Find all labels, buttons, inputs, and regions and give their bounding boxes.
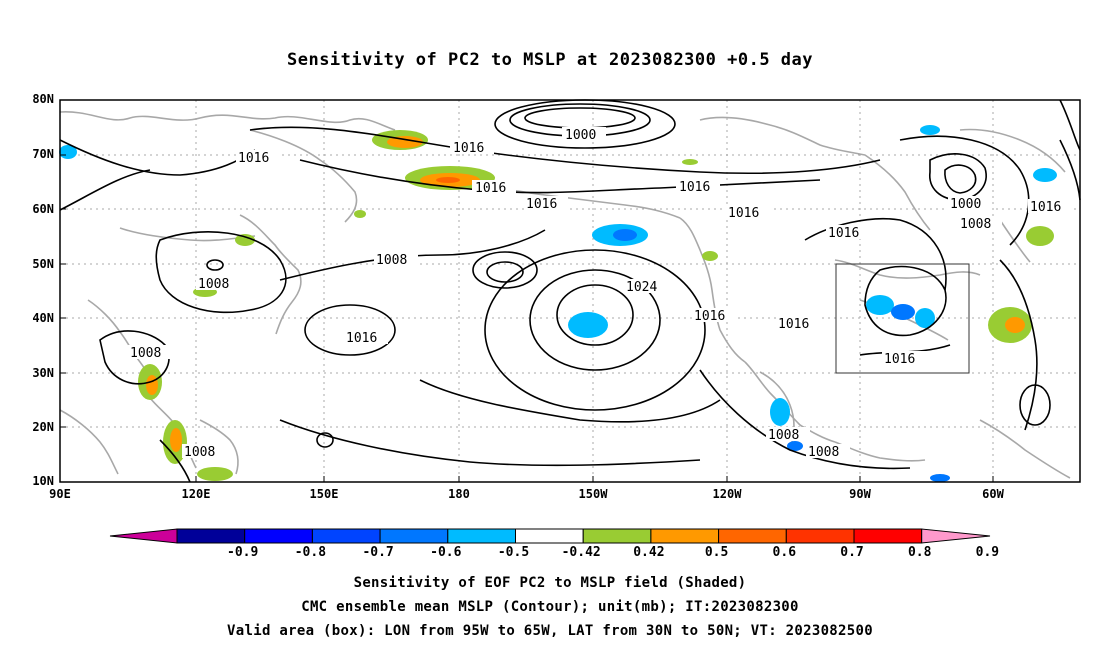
contour-label-1016-j: 1016 (694, 309, 725, 324)
caption-line-3: Valid area (box): LON from 95W to 65W, L… (227, 623, 873, 639)
colorbar-segment (379, 528, 449, 544)
lon-label-120w: 120W (712, 487, 742, 501)
colorbar-tick-label: -0.8 (294, 545, 327, 560)
contour-label-1008-d: 1008 (184, 445, 215, 460)
contour-label-1016-c: 1016 (238, 151, 269, 166)
lat-label-70n: 70N (32, 147, 54, 161)
colorbar-segment (176, 528, 246, 544)
contour-label-1016-f: 1016 (728, 206, 759, 221)
lon-label-90e: 90E (49, 487, 71, 501)
colorbar-tick-label: 0.7 (840, 545, 864, 560)
colorbar-segment (785, 528, 855, 544)
colorbar-segment (447, 528, 516, 544)
colorbar-tick-label: 0.42 (633, 545, 665, 560)
contour-label-1016-e: 1016 (679, 180, 710, 195)
colorbar-tick-label: -0.7 (362, 545, 394, 560)
contour-label-1016-h: 1016 (1030, 200, 1061, 215)
colorbar-segment (311, 528, 381, 544)
contour-label-1008-c: 1008 (130, 346, 161, 361)
caption-line-2: CMC ensemble mean MSLP (Contour); unit(m… (301, 599, 799, 615)
colorbar-tick-label: -0.6 (430, 545, 462, 560)
chart-title: Sensitivity of PC2 to MSLP at 2023082300… (286, 50, 813, 70)
lon-label-150e: 150E (309, 487, 339, 501)
mslp-contours (59, 99, 1081, 483)
contour-label-1016-a: 1016 (453, 141, 484, 156)
valid-area-box (835, 263, 970, 374)
contour-label-1016-g: 1016 (828, 226, 859, 241)
contour-labels: 1000 1016 1016 1016 1016 1016 1016 1016 … (128, 127, 1072, 460)
colorbar-tick-label: 0.8 (907, 545, 932, 560)
contour-label-1008-g: 1008 (960, 217, 991, 232)
tick-marks (60, 154, 994, 482)
colorbar-tick-label: -0.5 (497, 545, 530, 560)
lon-label-180: 180 (448, 487, 470, 501)
contour-label-1008-b: 1008 (198, 277, 229, 292)
colorbar (109, 528, 991, 544)
colorbar-segment (515, 528, 584, 544)
contour-label-1008-a: 1008 (376, 253, 407, 268)
contour-label-1016-d: 1016 (526, 197, 557, 212)
contour-label-1016-k: 1016 (778, 317, 809, 332)
colorbar-tick-label: 0.5 (704, 545, 729, 560)
lon-label-90w: 90W (849, 487, 871, 501)
lon-label-120e: 120E (181, 487, 211, 501)
contour-label-1016-valid: 1016 (884, 352, 915, 367)
contour-label-1016-b: 1016 (475, 181, 506, 196)
colorbar-tick-label: -0.42 (561, 545, 601, 560)
colorbar-segment (718, 528, 787, 544)
colorbar-low-extend (109, 528, 178, 544)
lat-label-80n: 80N (32, 92, 54, 106)
lat-label-20n: 20N (32, 420, 54, 434)
sensitivity-shading (59, 125, 1057, 482)
lon-label-150w: 150W (578, 487, 608, 501)
lat-label-10n: 10N (32, 474, 54, 488)
contour-label-1008-f: 1008 (808, 445, 839, 460)
colorbar-segment (853, 528, 923, 544)
colorbar-segment (650, 528, 720, 544)
map-frame (59, 99, 1081, 483)
contour-label-1016-i: 1016 (346, 331, 377, 346)
coastlines (59, 111, 1071, 479)
colorbar-tick-label: 0.9 (975, 545, 1000, 560)
lon-label-60w: 60W (982, 487, 1004, 501)
lat-label-30n: 30N (32, 366, 54, 380)
lat-label-50n: 50N (32, 257, 54, 271)
contour-label-1000-low: 1000 (565, 128, 596, 143)
colorbar-segment (582, 528, 652, 544)
colorbar-high-extend (921, 528, 991, 544)
colorbar-segment (244, 528, 313, 544)
colorbar-tick-label: 0.6 (772, 545, 797, 560)
contour-label-1008-e: 1008 (768, 428, 799, 443)
caption-line-1: Sensitivity of EOF PC2 to MSLP field (Sh… (353, 575, 747, 591)
colorbar-tick-label: -0.9 (227, 545, 259, 560)
contour-label-1000-b: 1000 (950, 197, 981, 212)
contour-label-1024: 1024 (626, 280, 657, 295)
lat-label-40n: 40N (32, 311, 54, 325)
lat-label-60n: 60N (32, 202, 54, 216)
gridlines (60, 100, 1080, 482)
